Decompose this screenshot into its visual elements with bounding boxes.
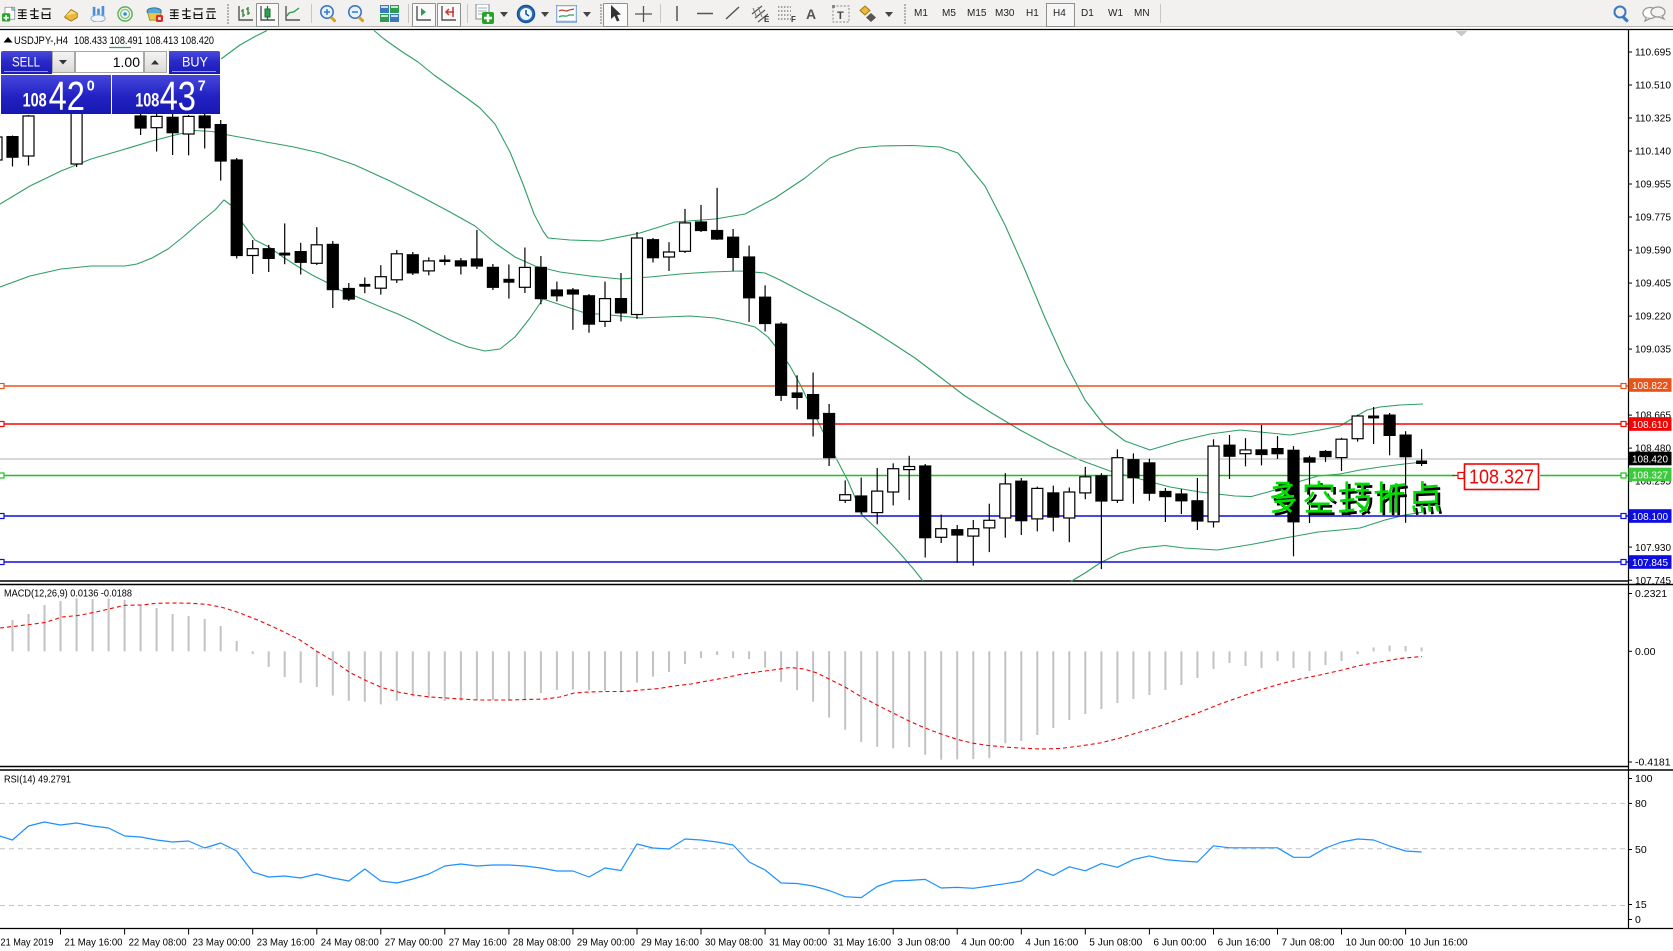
svg-text:29 May 00:00: 29 May 00:00 [577,937,635,949]
svg-text:21 May 16:00: 21 May 16:00 [65,937,123,949]
svg-text:108.433 108.491 108.413 108.42: 108.433 108.491 108.413 108.420 [74,35,214,47]
svg-text:4 Jun 00:00: 4 Jun 00:00 [961,937,1014,949]
svg-text:31 May 16:00: 31 May 16:00 [833,937,891,949]
svg-text:108.610: 108.610 [1632,419,1668,431]
svg-text:6 Jun 16:00: 6 Jun 16:00 [1218,937,1271,949]
svg-text:28 May 08:00: 28 May 08:00 [513,937,571,949]
svg-text:22 May 08:00: 22 May 08:00 [129,937,187,949]
svg-text:109.775: 109.775 [1635,212,1671,224]
svg-text:110.510: 110.510 [1635,80,1671,92]
svg-text:107.930: 107.930 [1635,542,1671,554]
svg-text:43: 43 [160,73,196,119]
svg-text:108.420: 108.420 [1632,453,1668,465]
svg-text:10 Jun 16:00: 10 Jun 16:00 [1410,937,1468,949]
svg-text:109.405: 109.405 [1635,278,1671,290]
svg-text:-0.4181: -0.4181 [1635,757,1671,769]
svg-text:108.100: 108.100 [1632,511,1668,523]
svg-text:T: T [837,10,844,22]
svg-text:23 May 16:00: 23 May 16:00 [257,937,315,949]
svg-text:31 May 00:00: 31 May 00:00 [769,937,827,949]
svg-text:109.035: 109.035 [1635,344,1671,356]
svg-text:108.327: 108.327 [1469,467,1534,489]
svg-text:1.00: 1.00 [113,54,140,70]
svg-text:23 May 00:00: 23 May 00:00 [193,937,251,949]
svg-text:0.2321: 0.2321 [1635,588,1667,600]
svg-text:109.955: 109.955 [1635,179,1671,191]
svg-text:110.140: 110.140 [1635,146,1671,158]
svg-text:107.745: 107.745 [1635,575,1671,587]
svg-text:0: 0 [1635,914,1641,926]
svg-text:108: 108 [23,90,47,111]
svg-text:SELL: SELL [12,54,40,70]
svg-text:109.220: 109.220 [1635,311,1671,323]
svg-text:0: 0 [87,79,95,95]
svg-text:7: 7 [198,79,206,95]
svg-text:USDJPY-,H4: USDJPY-,H4 [14,35,68,47]
svg-text:4 Jun 16:00: 4 Jun 16:00 [1025,937,1078,949]
svg-text:29 May 16:00: 29 May 16:00 [641,937,699,949]
svg-text:BUY: BUY [182,54,209,70]
svg-text:108: 108 [135,90,159,111]
svg-text:109.590: 109.590 [1635,245,1671,257]
svg-text:0.00: 0.00 [1635,646,1656,658]
svg-text:MACD(12,26,9) 0.0136 -0.0188: MACD(12,26,9) 0.0136 -0.0188 [4,589,132,600]
svg-text:10 Jun 00:00: 10 Jun 00:00 [1346,937,1404,949]
svg-text:15: 15 [1635,899,1647,911]
svg-text:107.845: 107.845 [1632,557,1668,569]
svg-text:24 May 08:00: 24 May 08:00 [321,937,379,949]
svg-text:F: F [791,15,796,23]
svg-text:21 May 2019: 21 May 2019 [1,937,54,949]
svg-text:5 Jun 08:00: 5 Jun 08:00 [1089,937,1142,949]
svg-text:27 May 00:00: 27 May 00:00 [385,937,443,949]
svg-text:110.695: 110.695 [1635,47,1671,59]
svg-text:110.325: 110.325 [1635,113,1671,125]
svg-text:RSI(14) 49.2791: RSI(14) 49.2791 [4,775,71,786]
svg-text:30 May 08:00: 30 May 08:00 [705,937,763,949]
svg-text:100: 100 [1635,773,1653,785]
svg-text:108.327: 108.327 [1632,469,1668,481]
svg-text:50: 50 [1635,844,1647,856]
svg-text:6 Jun 00:00: 6 Jun 00:00 [1153,937,1206,949]
svg-text:7 Jun 08:00: 7 Jun 08:00 [1282,937,1335,949]
svg-text:27 May 16:00: 27 May 16:00 [449,937,507,949]
svg-text:42: 42 [49,73,85,119]
svg-text:3 Jun 08:00: 3 Jun 08:00 [897,937,950,949]
svg-text:108.822: 108.822 [1632,380,1668,392]
svg-text:80: 80 [1635,798,1647,810]
svg-text:E: E [764,15,770,23]
